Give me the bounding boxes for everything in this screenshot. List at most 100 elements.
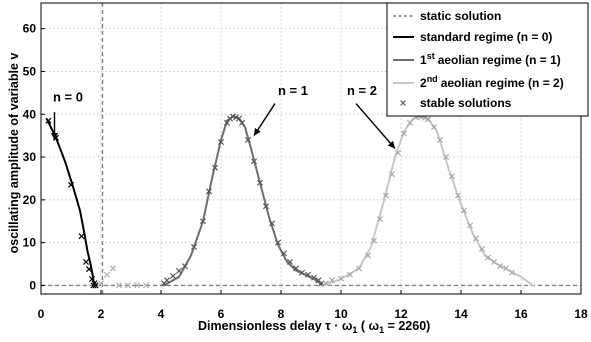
annotation-label-0: n = 0 — [53, 89, 83, 104]
x-axis-label-sub: 1 — [352, 325, 357, 335]
stable-marker-n1 — [199, 218, 207, 225]
stable-marker-n1 — [238, 119, 246, 126]
stable-marker-n1 — [292, 265, 300, 272]
plot-frame — [40, 2, 582, 295]
stable-marker-n1 — [211, 164, 219, 171]
stable-marker-n2 — [466, 222, 474, 229]
y-tick-label: 60 — [23, 22, 37, 36]
stable-marker-n2 — [472, 235, 480, 242]
x-tick-label: 10 — [334, 307, 348, 321]
stable-marker-n0 — [78, 233, 85, 240]
stable-marker-n0 — [85, 266, 93, 273]
y-tick-label: 20 — [23, 193, 37, 207]
stable-marker-n2 — [424, 116, 432, 123]
legend-box — [386, 2, 589, 117]
stable-marker-n2 — [484, 254, 492, 261]
x-tick-label: 8 — [278, 307, 285, 321]
stable-marker-n1 — [310, 274, 318, 281]
stable-marker-n1 — [223, 119, 231, 126]
y-tick-label: 40 — [23, 107, 37, 121]
stable-marker-extra-stable — [109, 265, 117, 272]
stable-marker-n1 — [298, 269, 306, 276]
stable-marker-n1 — [268, 220, 276, 227]
x-tick-label: 14 — [454, 307, 468, 321]
stable-marker-n2 — [364, 252, 372, 259]
legend-swatch-marker: × — [399, 96, 406, 110]
annotation-arrowhead-1 — [254, 127, 261, 136]
stable-marker-n2 — [478, 246, 486, 253]
stable-marker-n2 — [430, 124, 438, 131]
stable-solution-markers — [45, 113, 516, 289]
stable-marker-n2 — [490, 258, 498, 265]
stable-marker-n2 — [448, 173, 456, 180]
stable-marker-n1 — [318, 280, 325, 287]
series-lines — [46, 115, 534, 287]
stable-marker-n1 — [304, 271, 312, 278]
x-axis-label: Dimensionless delay τ · ω1 ( ω1 = 2260) — [198, 319, 430, 335]
legend-label-n1-text: aeolian regime (n = 1) — [438, 53, 561, 67]
legend-label-stable: stable solutions — [420, 96, 512, 110]
stable-marker-n2 — [496, 263, 504, 270]
stable-marker-n2 — [502, 265, 510, 272]
stable-marker-n2 — [436, 136, 444, 143]
x-tick-label: 2 — [98, 307, 105, 321]
legend-label-n2-text: aeolian regime (n = 2) — [441, 76, 564, 90]
stable-marker-n1 — [226, 115, 234, 122]
stable-marker-n2 — [337, 275, 345, 282]
x-tick-label: 12 — [394, 307, 408, 321]
x-tick-label: 0 — [38, 307, 45, 321]
x-axis-label-paren-sub: 1 — [379, 325, 384, 335]
stable-marker-extra-stable — [97, 280, 105, 287]
stable-marker-n2 — [328, 277, 336, 284]
legend-label-n0: standard regime (n = 0) — [420, 30, 552, 44]
annotation-arrowhead-0 — [51, 132, 58, 140]
legend-label-n2: 2nd aeolian regime (n = 2) — [420, 74, 564, 90]
stable-marker-n1 — [280, 250, 288, 257]
stable-marker-extra-stable — [103, 271, 111, 278]
stable-marker-n1 — [205, 188, 213, 195]
annotations: n = 0 n = 1 n = 2 — [51, 83, 396, 149]
stable-marker-extra-stable — [115, 282, 123, 289]
legend-label-n2-prefix: 2 — [420, 76, 427, 90]
stable-marker-n1 — [217, 139, 225, 146]
stable-marker-n0 — [45, 117, 52, 124]
stable-marker-n1 — [169, 273, 177, 280]
stable-marker-n2 — [442, 154, 450, 161]
stable-marker-n1 — [181, 263, 189, 270]
annotation-label-2: n = 2 — [347, 83, 377, 98]
series-line-n1 — [163, 115, 324, 287]
annotation-arrow-2 — [355, 103, 396, 149]
stable-marker-extra-stable — [133, 282, 141, 289]
legend-label-n1-prefix: 1 — [420, 53, 427, 67]
stable-marker-n1 — [244, 136, 252, 143]
stable-marker-n1 — [262, 203, 270, 210]
stable-marker-n1 — [175, 267, 183, 274]
stable-marker-n2 — [406, 119, 414, 126]
legend-label-n2-sup: nd — [427, 74, 438, 84]
stable-marker-n1 — [235, 115, 243, 122]
x-axis-label-paren-close: = 2260) — [384, 319, 430, 333]
static-solution-lines — [41, 3, 581, 294]
stable-marker-n1 — [250, 158, 258, 165]
stable-marker-n0 — [67, 181, 75, 188]
stable-marker-n1 — [163, 277, 171, 284]
legend: static solution standard regime (n = 0) … — [386, 2, 589, 117]
legend-label-n1-sup: st — [427, 51, 435, 61]
series-line-n2 — [322, 115, 534, 287]
x-tick-label: 18 — [574, 307, 588, 321]
y-tick-label: 0 — [29, 278, 36, 292]
stable-marker-extra-stable — [124, 282, 132, 289]
x-tick-label: 4 — [158, 307, 165, 321]
y-tick-label: 50 — [23, 64, 37, 78]
x-axis-label-paren: ( ω — [357, 319, 379, 333]
stable-marker-n2 — [355, 265, 363, 272]
stable-marker-n2 — [454, 192, 462, 199]
legend-label-n1: 1st aeolian regime (n = 1) — [420, 51, 561, 67]
stable-marker-n2 — [400, 130, 408, 137]
x-axis-label-main: Dimensionless delay τ · ω — [198, 319, 353, 333]
stable-marker-n1 — [286, 258, 294, 265]
annotation-arrowhead-2 — [387, 140, 395, 149]
stable-marker-n2 — [376, 216, 384, 223]
